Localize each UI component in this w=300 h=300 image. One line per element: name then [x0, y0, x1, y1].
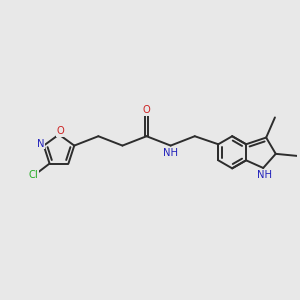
Text: Cl: Cl — [28, 170, 38, 180]
Text: NH: NH — [257, 170, 272, 181]
Text: N: N — [37, 139, 44, 149]
Text: O: O — [57, 126, 64, 136]
Text: O: O — [143, 105, 150, 115]
Text: NH: NH — [163, 148, 178, 158]
